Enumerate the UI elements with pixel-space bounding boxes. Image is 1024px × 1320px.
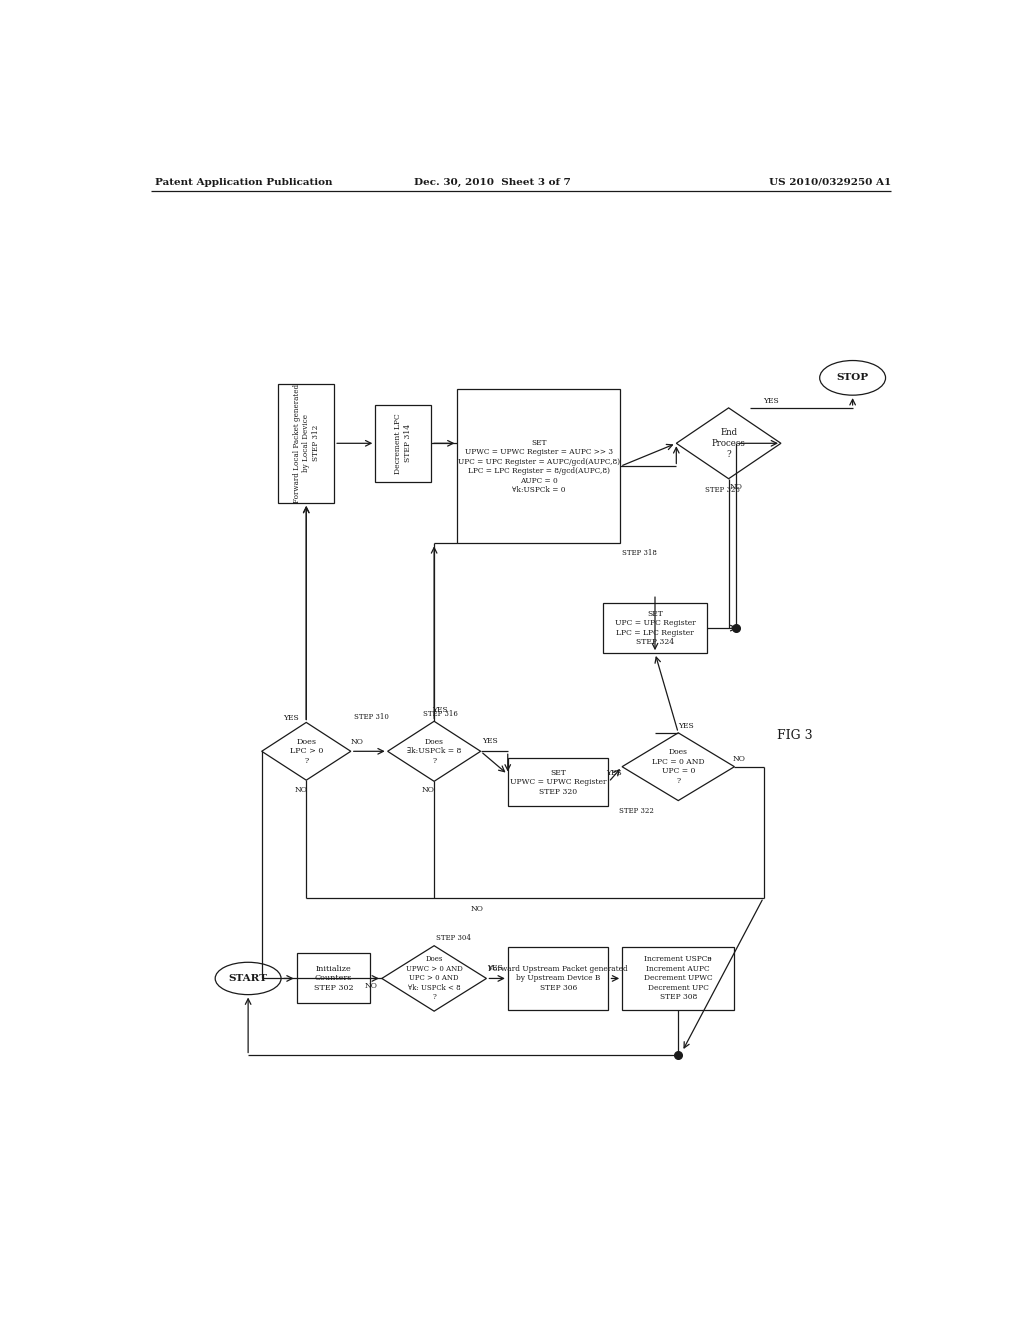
Text: Patent Application Publication: Patent Application Publication xyxy=(155,178,333,186)
Text: NO: NO xyxy=(730,483,742,491)
Text: Forward Local Packet generated
by Local Device
STEP 312: Forward Local Packet generated by Local … xyxy=(293,384,319,503)
Polygon shape xyxy=(676,408,781,479)
Polygon shape xyxy=(388,721,480,781)
Text: Does
LPC > 0
?: Does LPC > 0 ? xyxy=(290,738,323,764)
Text: NO: NO xyxy=(365,982,377,990)
Text: SET
UPC = UPC Register
LPC = LPC Register
STEP 324: SET UPC = UPC Register LPC = LPC Registe… xyxy=(614,610,695,647)
Text: SET
UPWC = UPWC Register = AUPC >> 3
UPC = UPC Register = AUPC/gcd(AUPC,8)
LPC =: SET UPWC = UPWC Register = AUPC >> 3 UPC… xyxy=(458,438,620,494)
Polygon shape xyxy=(382,945,486,1011)
Text: Forward Upstream Packet generated
by Upstream Device B
STEP 306: Forward Upstream Packet generated by Ups… xyxy=(488,965,628,991)
Text: YES: YES xyxy=(606,768,622,777)
Text: Does
UPWC > 0 AND
UPC > 0 AND
∀k: USPCk < 8
?: Does UPWC > 0 AND UPC > 0 AND ∀k: USPCk … xyxy=(406,956,463,1002)
Bar xyxy=(603,603,708,653)
Text: FIG 3: FIG 3 xyxy=(776,730,812,742)
Ellipse shape xyxy=(819,360,886,395)
Text: NO: NO xyxy=(350,738,364,746)
Text: SET
UPWC = UPWC Register
STEP 320: SET UPWC = UPWC Register STEP 320 xyxy=(510,768,606,796)
Bar xyxy=(297,953,371,1003)
Text: Decrement LPC
STEP 314: Decrement LPC STEP 314 xyxy=(394,413,412,474)
Bar xyxy=(458,389,621,544)
Bar xyxy=(508,758,608,807)
Ellipse shape xyxy=(215,962,281,995)
Text: STEP 304: STEP 304 xyxy=(435,935,471,942)
Bar xyxy=(508,946,608,1010)
Text: Does
∃k:USPCk = 8
?: Does ∃k:USPCk = 8 ? xyxy=(407,738,462,764)
Polygon shape xyxy=(262,722,351,780)
Text: STEP 326: STEP 326 xyxy=(705,486,740,494)
Text: STEP 310: STEP 310 xyxy=(354,713,389,722)
Bar xyxy=(375,405,431,482)
Text: YES: YES xyxy=(763,397,779,405)
Text: NO: NO xyxy=(470,906,483,913)
Text: STEP 316: STEP 316 xyxy=(423,710,458,718)
Text: End
Process
?: End Process ? xyxy=(712,428,745,458)
Text: YES: YES xyxy=(283,714,299,722)
Bar xyxy=(279,384,334,503)
Text: STEP 318: STEP 318 xyxy=(622,549,656,557)
Text: YES: YES xyxy=(482,738,498,746)
Text: Does
LPC = 0 AND
UPC = 0
?: Does LPC = 0 AND UPC = 0 ? xyxy=(652,748,705,785)
Text: Dec. 30, 2010  Sheet 3 of 7: Dec. 30, 2010 Sheet 3 of 7 xyxy=(414,178,570,186)
Text: NO: NO xyxy=(295,785,307,793)
Text: START: START xyxy=(228,974,267,983)
Text: YES: YES xyxy=(678,722,694,730)
Polygon shape xyxy=(622,733,734,800)
Text: STEP 322: STEP 322 xyxy=(618,807,653,814)
Text: Initialize
Counters
STEP 302: Initialize Counters STEP 302 xyxy=(313,965,353,991)
Text: YES: YES xyxy=(432,706,449,714)
Text: Increment USPCᴃ
Increment AUPC
Decrement UPWC
Decrement UPC
STEP 308: Increment USPCᴃ Increment AUPC Decrement… xyxy=(644,956,713,1002)
Text: STOP: STOP xyxy=(837,374,868,383)
Text: YES: YES xyxy=(486,965,503,973)
Bar xyxy=(622,946,734,1010)
Text: NO: NO xyxy=(732,755,745,763)
Text: US 2010/0329250 A1: US 2010/0329250 A1 xyxy=(769,178,891,186)
Text: NO: NO xyxy=(422,785,434,793)
